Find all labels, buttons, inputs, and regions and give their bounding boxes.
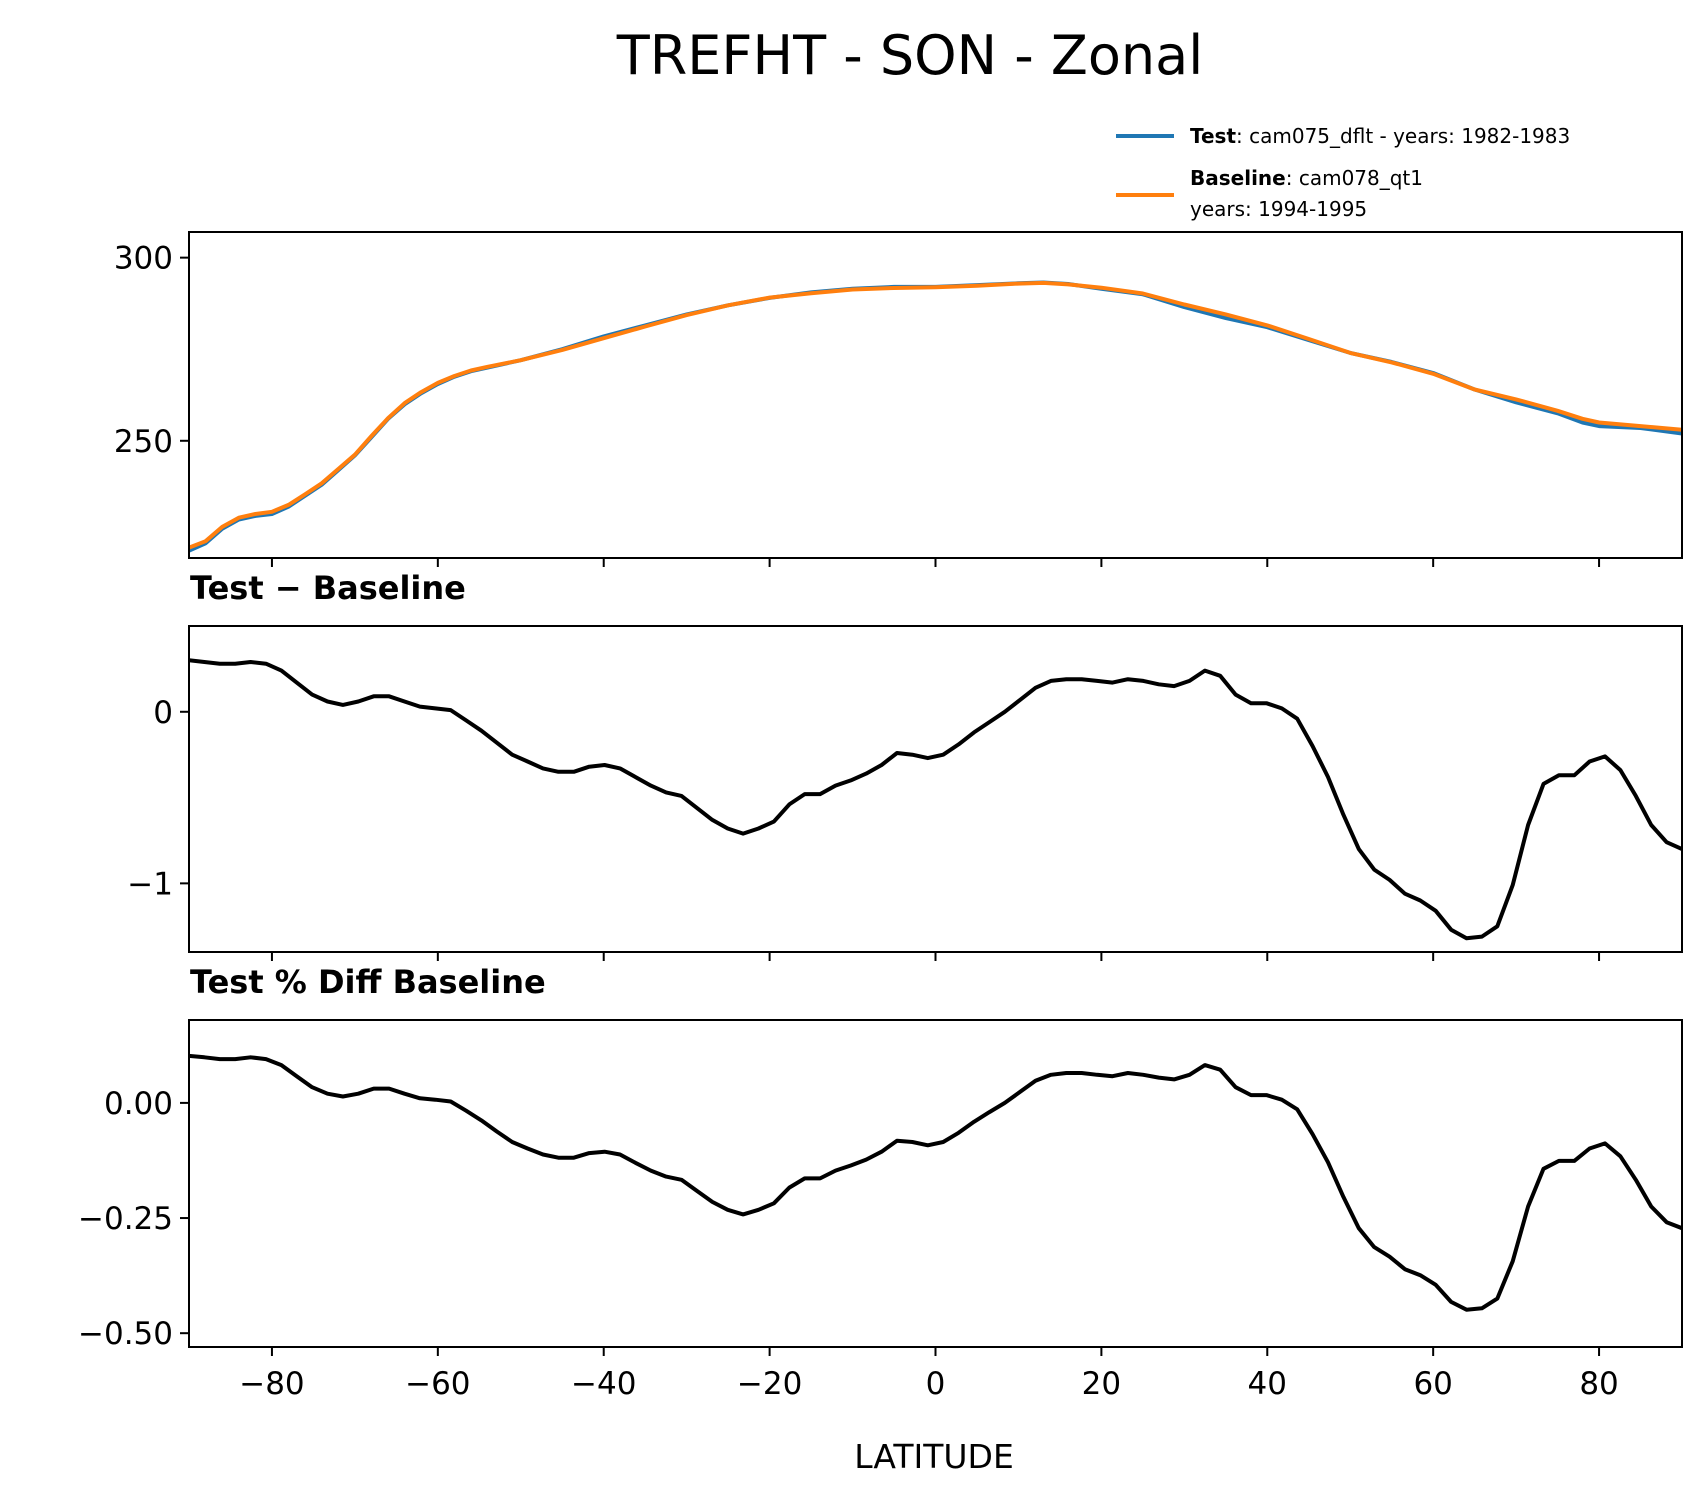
y-tick-label: 0 <box>153 695 173 731</box>
x-tick-label: 60 <box>1413 1366 1452 1402</box>
series-line-1-0 <box>189 658 1682 941</box>
y-tick-label: −1 <box>127 866 173 902</box>
panel-difference: −1 0 <box>127 625 1683 961</box>
x-tick-label: 0 <box>926 1366 946 1402</box>
x-tick-label: 40 <box>1248 1366 1287 1402</box>
panel-pctdiff-title: Test % Diff Baseline <box>190 963 546 1001</box>
y-tick-label: −0.50 <box>78 1316 173 1352</box>
series-line-2-0 <box>189 1053 1682 1312</box>
series-line-0-0 <box>189 280 1682 553</box>
legend-test-label: Test: cam075_dflt - years: 1982-1983 <box>1190 124 1570 148</box>
panel-diff-title: Test − Baseline <box>190 569 466 607</box>
x-tick-label: −20 <box>737 1366 802 1402</box>
legend-test-detail: : cam075_dflt - years: 1982-1983 <box>1236 124 1570 148</box>
axes-frame <box>188 231 1683 559</box>
y-tick-label: 250 <box>114 424 173 460</box>
legend-baseline-detail: : cam078_qt1 <box>1286 166 1423 190</box>
y-tick-label: 0.00 <box>104 1086 173 1122</box>
panel-absolute: 250 300 <box>114 231 1683 567</box>
x-tick-label: −60 <box>405 1366 470 1402</box>
chart-title: TREFHT - SON - Zonal <box>616 24 1203 87</box>
legend-baseline-years: years: 1994-1995 <box>1190 197 1367 221</box>
axes-frame <box>188 1019 1683 1348</box>
legend-baseline-name: Baseline <box>1190 166 1286 190</box>
x-tick-label: −80 <box>239 1366 304 1402</box>
x-tick-label: −40 <box>571 1366 636 1402</box>
legend: Test: cam075_dflt - years: 1982-1983 Bas… <box>1116 124 1570 221</box>
panel-percent-difference: −80 −60 −40 −20 0 20 40 60 80 −0.50 −0.25 0.00 <box>78 1019 1683 1402</box>
series-line-0-1 <box>189 280 1682 550</box>
x-tick-label: 20 <box>1082 1366 1121 1402</box>
axes-frame <box>188 625 1683 953</box>
x-tick-label: 80 <box>1579 1366 1618 1402</box>
legend-baseline-label: Baseline: cam078_qt1 <box>1190 166 1423 190</box>
x-axis-label: LATITUDE <box>854 1437 1014 1476</box>
legend-test-name: Test <box>1190 124 1236 148</box>
y-tick-label: 300 <box>114 241 173 277</box>
y-tick-label: −0.25 <box>78 1201 173 1237</box>
